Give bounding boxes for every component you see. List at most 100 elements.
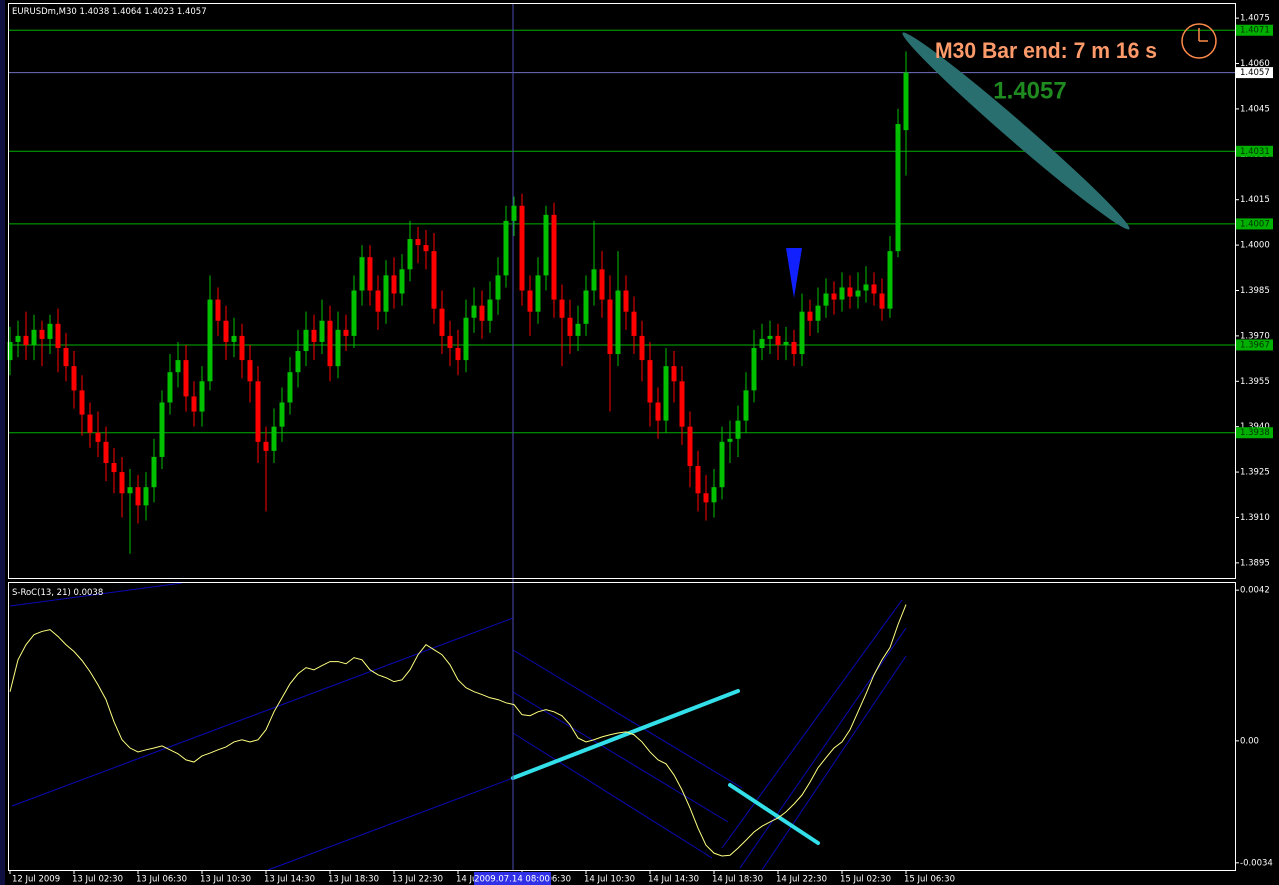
candle-body <box>71 366 77 391</box>
candle-body <box>519 205 525 291</box>
candle-body <box>751 348 757 391</box>
candle-body <box>847 287 853 297</box>
y-tick-label: 1.4015 <box>1240 195 1270 205</box>
candle-body <box>367 257 373 291</box>
candle-body <box>335 329 341 367</box>
x-tick-label: 14 Jul 22:30 <box>776 875 827 885</box>
signal-arrow <box>786 248 802 298</box>
candle-body <box>151 456 157 488</box>
candle-body <box>399 269 405 294</box>
candle-body <box>831 293 837 300</box>
candle-body <box>863 284 869 291</box>
candle-body <box>7 341 13 361</box>
main-frame <box>8 3 1236 579</box>
y-tick-label: 0.00 <box>1240 736 1259 746</box>
candle-body <box>303 329 309 352</box>
candle-body <box>55 323 61 348</box>
candle-body <box>679 381 685 427</box>
open-readout: 1.4038 <box>80 7 110 17</box>
candle-body <box>631 311 637 336</box>
candle-body <box>127 487 133 494</box>
candle-body <box>815 305 821 321</box>
candle-body <box>623 290 629 312</box>
x-tick-label: 13 Jul 14:30 <box>264 875 315 885</box>
candle-body <box>343 329 349 336</box>
y-tick-label: -0.0034 <box>1240 858 1273 868</box>
candle-body <box>607 299 613 355</box>
candle-body <box>351 290 357 336</box>
left-edge <box>0 0 5 885</box>
candle-body <box>775 335 781 345</box>
price-level-tag <box>1236 145 1273 157</box>
candle-body <box>503 220 509 276</box>
x-tick-label: 12 Jul 2009 <box>12 875 60 885</box>
y-tick-label: 1.3985 <box>1240 286 1270 296</box>
candle-body <box>239 335 245 361</box>
candle-body <box>103 441 109 463</box>
candle-body <box>855 290 861 297</box>
trend-line <box>512 691 729 823</box>
x-tick-label: 13 Jul 02:30 <box>72 875 123 885</box>
candle-body <box>463 317 469 361</box>
y-tick-label: 0.0042 <box>1240 586 1270 596</box>
candle-body <box>799 311 805 355</box>
candle-body <box>871 284 877 294</box>
candle-body <box>95 432 101 442</box>
x-tick-label: 13 Jul 06:30 <box>136 875 187 885</box>
x-tick-label: 15 Jul 06:30 <box>904 875 955 885</box>
candle-body <box>791 341 797 355</box>
candle-body <box>207 299 213 382</box>
price-level-tag <box>1236 339 1273 351</box>
indicator-frame <box>8 582 1236 871</box>
candle-body <box>159 402 165 457</box>
candle-body <box>647 360 653 403</box>
y-tick-label: 1.3955 <box>1240 377 1270 387</box>
candle-body <box>279 402 285 427</box>
candle-body <box>511 205 517 221</box>
candle-body <box>391 275 397 294</box>
x-tick-label: 13 Jul 22:30 <box>392 875 443 885</box>
candle-body <box>31 329 37 345</box>
channel-lines <box>9 582 907 871</box>
trend-line <box>721 599 903 849</box>
y-tick-label: 1.3940 <box>1240 422 1270 432</box>
indicator-readout: 0.0038 <box>74 588 104 598</box>
ellipse-object <box>902 32 1130 230</box>
candle-body <box>215 299 221 321</box>
candle-body <box>551 214 557 300</box>
x-tick-label: 14 Jul 10:30 <box>584 875 635 885</box>
candle-body <box>687 426 693 467</box>
candle-body <box>199 381 205 412</box>
candle-body <box>879 293 885 309</box>
candle-body <box>15 335 21 342</box>
x-tick-label: 13 Jul 18:30 <box>328 875 379 885</box>
candle-body <box>759 338 765 348</box>
candle-body <box>487 299 493 321</box>
x-tick-label: 15 Jul 02:30 <box>840 875 891 885</box>
y-tick-label: 1.3910 <box>1240 513 1270 523</box>
trend-line <box>267 777 514 871</box>
x-tick-label: 14 Jul 14:30 <box>648 875 699 885</box>
candle-body <box>23 335 29 345</box>
candle-body <box>527 290 533 312</box>
candle-body <box>183 360 189 397</box>
candle-body <box>327 320 333 367</box>
candle-body <box>655 402 661 421</box>
trend-line <box>512 732 713 859</box>
crosshair-label-box <box>474 872 551 885</box>
trend-line <box>761 655 907 871</box>
candle-body <box>231 335 237 342</box>
candle-body <box>591 269 597 291</box>
candle-body <box>743 390 749 421</box>
high-readout: 1.4064 <box>112 7 142 17</box>
candle-body <box>895 124 901 252</box>
candle-body <box>407 239 413 270</box>
price-level-label: 1.4031 <box>1240 147 1270 157</box>
candle-body <box>495 275 501 300</box>
trend-line <box>512 649 743 789</box>
price-level-label: 1.4071 <box>1240 26 1270 36</box>
candle-body <box>671 366 677 382</box>
